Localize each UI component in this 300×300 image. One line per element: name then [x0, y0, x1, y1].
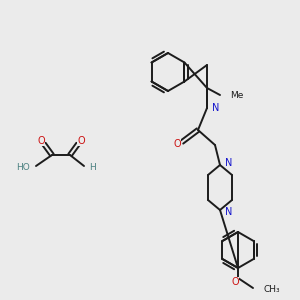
Text: HO: HO — [16, 164, 30, 172]
Text: O: O — [231, 277, 239, 287]
Text: O: O — [173, 139, 181, 149]
Text: N: N — [225, 207, 232, 217]
Text: O: O — [37, 136, 45, 146]
Text: O: O — [77, 136, 85, 146]
Text: N: N — [225, 158, 232, 168]
Text: N: N — [212, 103, 219, 113]
Text: Me: Me — [230, 91, 243, 100]
Text: N: N — [225, 158, 232, 168]
Text: H: H — [89, 164, 96, 172]
Text: CH₃: CH₃ — [264, 286, 280, 295]
